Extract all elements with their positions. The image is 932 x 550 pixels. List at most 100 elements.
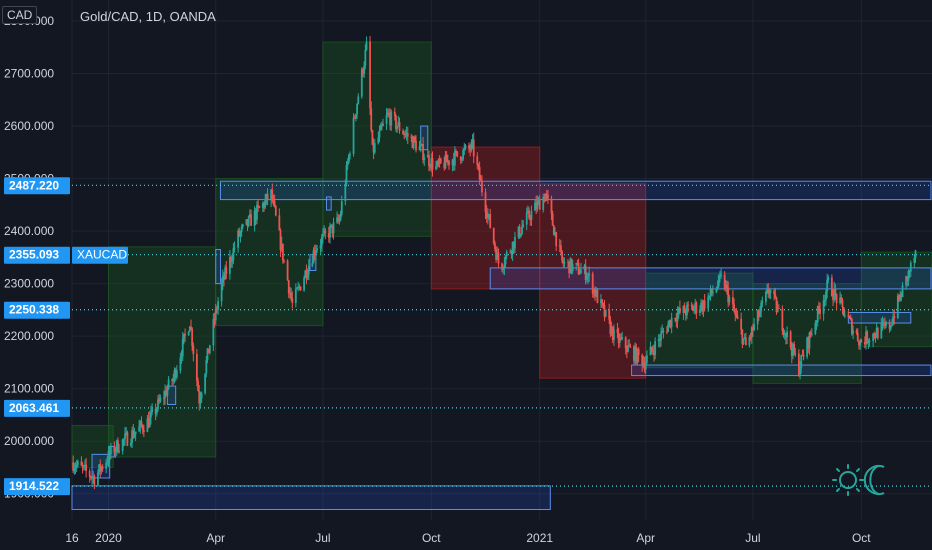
candle-body [709, 288, 712, 296]
green-zone [860, 251, 932, 348]
candle-body [313, 250, 316, 255]
candle-body [797, 353, 800, 376]
candle-body [428, 155, 430, 166]
candle-body [701, 302, 704, 311]
candle-body [781, 308, 784, 331]
candle-body [287, 280, 290, 294]
price-badge [4, 177, 70, 195]
candle-body [261, 203, 264, 208]
candle-body [479, 179, 482, 181]
candle-body [398, 122, 401, 131]
candle-body [274, 206, 277, 216]
candle-body [744, 337, 747, 346]
candle-body [166, 388, 169, 396]
candle-body [74, 467, 77, 469]
candle-body [881, 323, 884, 325]
candle-body [297, 286, 300, 289]
candle-body [666, 331, 668, 333]
candle-body [633, 346, 635, 361]
candle-body [364, 50, 367, 66]
candle-body [764, 291, 767, 302]
candle-body [842, 307, 845, 316]
candle-body [789, 331, 792, 348]
candle-body [221, 275, 224, 283]
candle-body [406, 133, 409, 137]
candle-body [382, 123, 384, 126]
candle-body [360, 69, 363, 97]
candle-body [736, 316, 739, 319]
candle-body [717, 275, 720, 286]
candle-body [478, 167, 481, 180]
candle-body [547, 194, 549, 199]
x-tick-label: Apr [206, 531, 225, 545]
currency-badge[interactable]: CAD [2, 6, 38, 24]
candle-body [654, 341, 657, 355]
candle-body [703, 300, 706, 309]
candle-body [793, 344, 796, 354]
candle-body [205, 360, 208, 374]
candle-body [670, 317, 673, 328]
candle-body [245, 219, 248, 225]
candle-body [452, 159, 455, 166]
candle-body [388, 112, 390, 115]
candle-body [522, 224, 525, 227]
candle-body [627, 345, 629, 352]
candle-body [711, 292, 714, 294]
candlesticks [72, 36, 917, 490]
candle-body [832, 296, 834, 300]
candle-body [270, 189, 272, 201]
candle-body [207, 348, 210, 354]
candle-body [888, 321, 891, 329]
candle-body [492, 228, 495, 244]
candle-body [141, 425, 144, 431]
candle-body [444, 154, 447, 169]
candle-body [596, 289, 599, 303]
candle-body [512, 241, 515, 249]
candle-body [101, 466, 104, 469]
candle-body [570, 258, 573, 272]
candle-body [815, 321, 818, 324]
candle-body [151, 408, 154, 413]
candle-body [826, 279, 829, 292]
candle-body [657, 339, 660, 342]
candle-body [668, 320, 671, 325]
candle-body [660, 332, 662, 341]
y-tick-label: 2000.000 [4, 434, 54, 448]
candle-body [97, 472, 99, 485]
candle-body [494, 243, 496, 249]
candle-body [823, 299, 826, 301]
candle-body [552, 225, 555, 236]
candle-body [329, 226, 331, 238]
candle-body [223, 275, 225, 280]
candle-body [609, 319, 612, 335]
candle-body [682, 306, 685, 313]
candle-body [635, 346, 638, 363]
candle-body [702, 300, 705, 311]
candle-body [852, 330, 854, 334]
candle-body [80, 461, 83, 466]
time-axis[interactable]: 16 2020 Apr Jul Oct 2021 Apr Jul Oct [65, 531, 871, 545]
candle-body [443, 162, 446, 169]
blue-box [219, 180, 932, 201]
candle-body [139, 421, 142, 427]
candle-body [132, 430, 135, 438]
candle-body [882, 323, 885, 325]
candle-body [658, 339, 661, 341]
candle-body [225, 267, 228, 274]
candle-body [377, 137, 380, 144]
candle-body [595, 289, 598, 297]
candle-body [290, 292, 293, 299]
candle-body [422, 144, 424, 160]
candle-body [327, 233, 330, 238]
candle-body [256, 205, 258, 220]
candle-body [785, 332, 787, 338]
candle-body [587, 275, 589, 277]
candle-body [610, 326, 613, 335]
candle-body [592, 288, 595, 294]
candle-body [238, 230, 241, 236]
candle-body [769, 290, 772, 293]
candle-body [545, 193, 548, 195]
blue-box [420, 125, 429, 151]
candle-body [331, 224, 334, 234]
